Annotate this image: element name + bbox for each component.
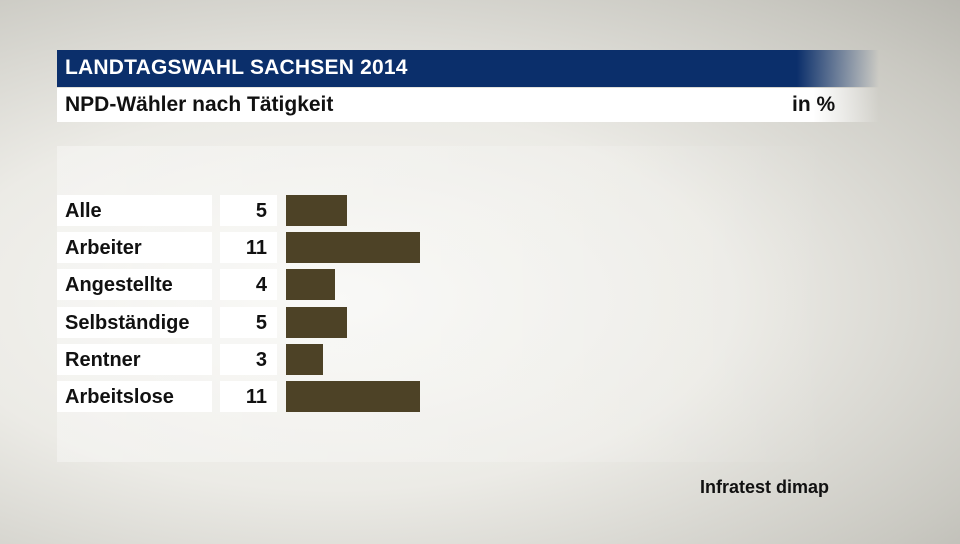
bar-track bbox=[286, 195, 826, 226]
category-label-box: Arbeiter bbox=[57, 232, 212, 264]
bar bbox=[286, 343, 323, 375]
value-label-box: 3 bbox=[220, 343, 277, 375]
subtitle-bar: NPD-Wähler nach Tätigkeit in % bbox=[57, 88, 879, 122]
header-bar: LANDTAGSWAHL SACHSEN 2014 bbox=[57, 50, 879, 87]
value-label: 4 bbox=[255, 274, 267, 297]
unit-label: in % bbox=[792, 93, 836, 116]
category-label-box: Alle bbox=[57, 195, 212, 226]
chart-panel bbox=[57, 146, 837, 462]
bar bbox=[286, 232, 420, 264]
bar bbox=[286, 195, 347, 226]
category-label-box: Arbeitslose bbox=[57, 381, 212, 412]
source-label: Infratest dimap bbox=[700, 477, 830, 497]
header-title: LANDTAGSWAHL SACHSEN 2014 bbox=[65, 56, 408, 79]
value-label-box: 4 bbox=[220, 269, 277, 301]
category-label-box: Angestellte bbox=[57, 269, 212, 301]
category-label: Alle bbox=[65, 200, 102, 222]
value-label: 5 bbox=[255, 200, 267, 222]
chart-subtitle: NPD-Wähler nach Tätigkeit bbox=[65, 93, 334, 116]
value-label-box: 5 bbox=[220, 195, 277, 226]
bar bbox=[286, 306, 347, 338]
bar bbox=[286, 269, 335, 301]
value-label: 3 bbox=[255, 348, 267, 371]
bar-track bbox=[286, 306, 826, 338]
value-label: 5 bbox=[255, 311, 267, 334]
bar-track bbox=[286, 343, 826, 375]
category-label: Rentner bbox=[65, 348, 141, 371]
value-label-box: 11 bbox=[220, 381, 277, 412]
category-label: Selbständige bbox=[65, 311, 190, 334]
category-label-box: Selbständige bbox=[57, 306, 212, 338]
value-label: 11 bbox=[245, 386, 267, 408]
value-label: 11 bbox=[245, 237, 267, 260]
category-label: Angestellte bbox=[65, 274, 173, 297]
value-label-box: 11 bbox=[220, 232, 277, 264]
bar-track bbox=[286, 381, 826, 412]
bar bbox=[286, 381, 420, 412]
category-label-box: Rentner bbox=[57, 343, 212, 375]
bar-track bbox=[286, 269, 826, 301]
category-label: Arbeitslose bbox=[65, 386, 174, 408]
category-label: Arbeiter bbox=[65, 237, 142, 260]
value-label-box: 5 bbox=[220, 306, 277, 338]
bar-track bbox=[286, 232, 826, 264]
